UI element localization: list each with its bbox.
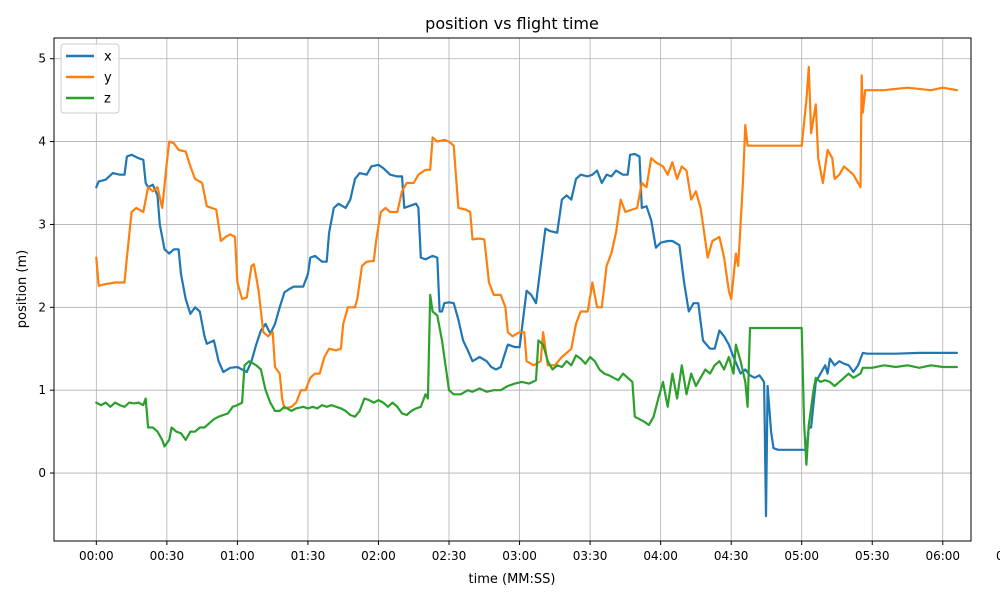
y-tick-label: 4: [38, 135, 46, 149]
legend: xyz: [60, 43, 120, 114]
legend-label-z: z: [104, 92, 111, 107]
series-layer: [95, 65, 959, 518]
series-line-x: [95, 152, 959, 518]
series-line-y: [95, 65, 959, 410]
y-tick-label: 5: [38, 52, 46, 66]
x-tick-label: 05:00: [784, 549, 819, 563]
x-tick-label: 02:00: [361, 549, 396, 563]
y-tick-label: 2: [38, 300, 46, 314]
x-tick-label: 06:30: [996, 549, 1000, 563]
grid: [54, 38, 971, 541]
series-line-z: [95, 293, 959, 466]
legend-label-x: x: [104, 50, 112, 65]
legend-box: [60, 43, 120, 114]
y-axis-label: position (m): [15, 250, 30, 328]
legend-label-y: y: [104, 71, 112, 86]
y-axis: 0 1 2 3 4 5: [38, 52, 54, 480]
x-tick-label: 04:30: [714, 549, 749, 563]
y-tick-label: 1: [38, 383, 46, 397]
x-tick-label: 02:30: [432, 549, 467, 563]
x-axis: 00:00 00:30 01:00 01:30 02:00 02:30 03:00 03:30…: [79, 541, 1000, 563]
x-tick-label: 00:30: [150, 549, 185, 563]
y-tick-label: 3: [38, 217, 46, 231]
x-tick-label: 03:30: [573, 549, 608, 563]
x-tick-label: 00:00: [79, 549, 114, 563]
plot-frame: [53, 37, 972, 542]
x-tick-label: 01:30: [291, 549, 326, 563]
x-tick-label: 04:00: [643, 549, 678, 563]
y-tick-label: 0: [38, 466, 46, 480]
x-tick-label: 03:00: [502, 549, 537, 563]
chart-title: position vs flight time: [425, 14, 599, 33]
x-axis-label: time (MM:SS): [469, 572, 556, 587]
x-tick-label: 05:30: [855, 549, 890, 563]
x-tick-label: 01:00: [220, 549, 255, 563]
x-tick-label: 06:00: [925, 549, 960, 563]
